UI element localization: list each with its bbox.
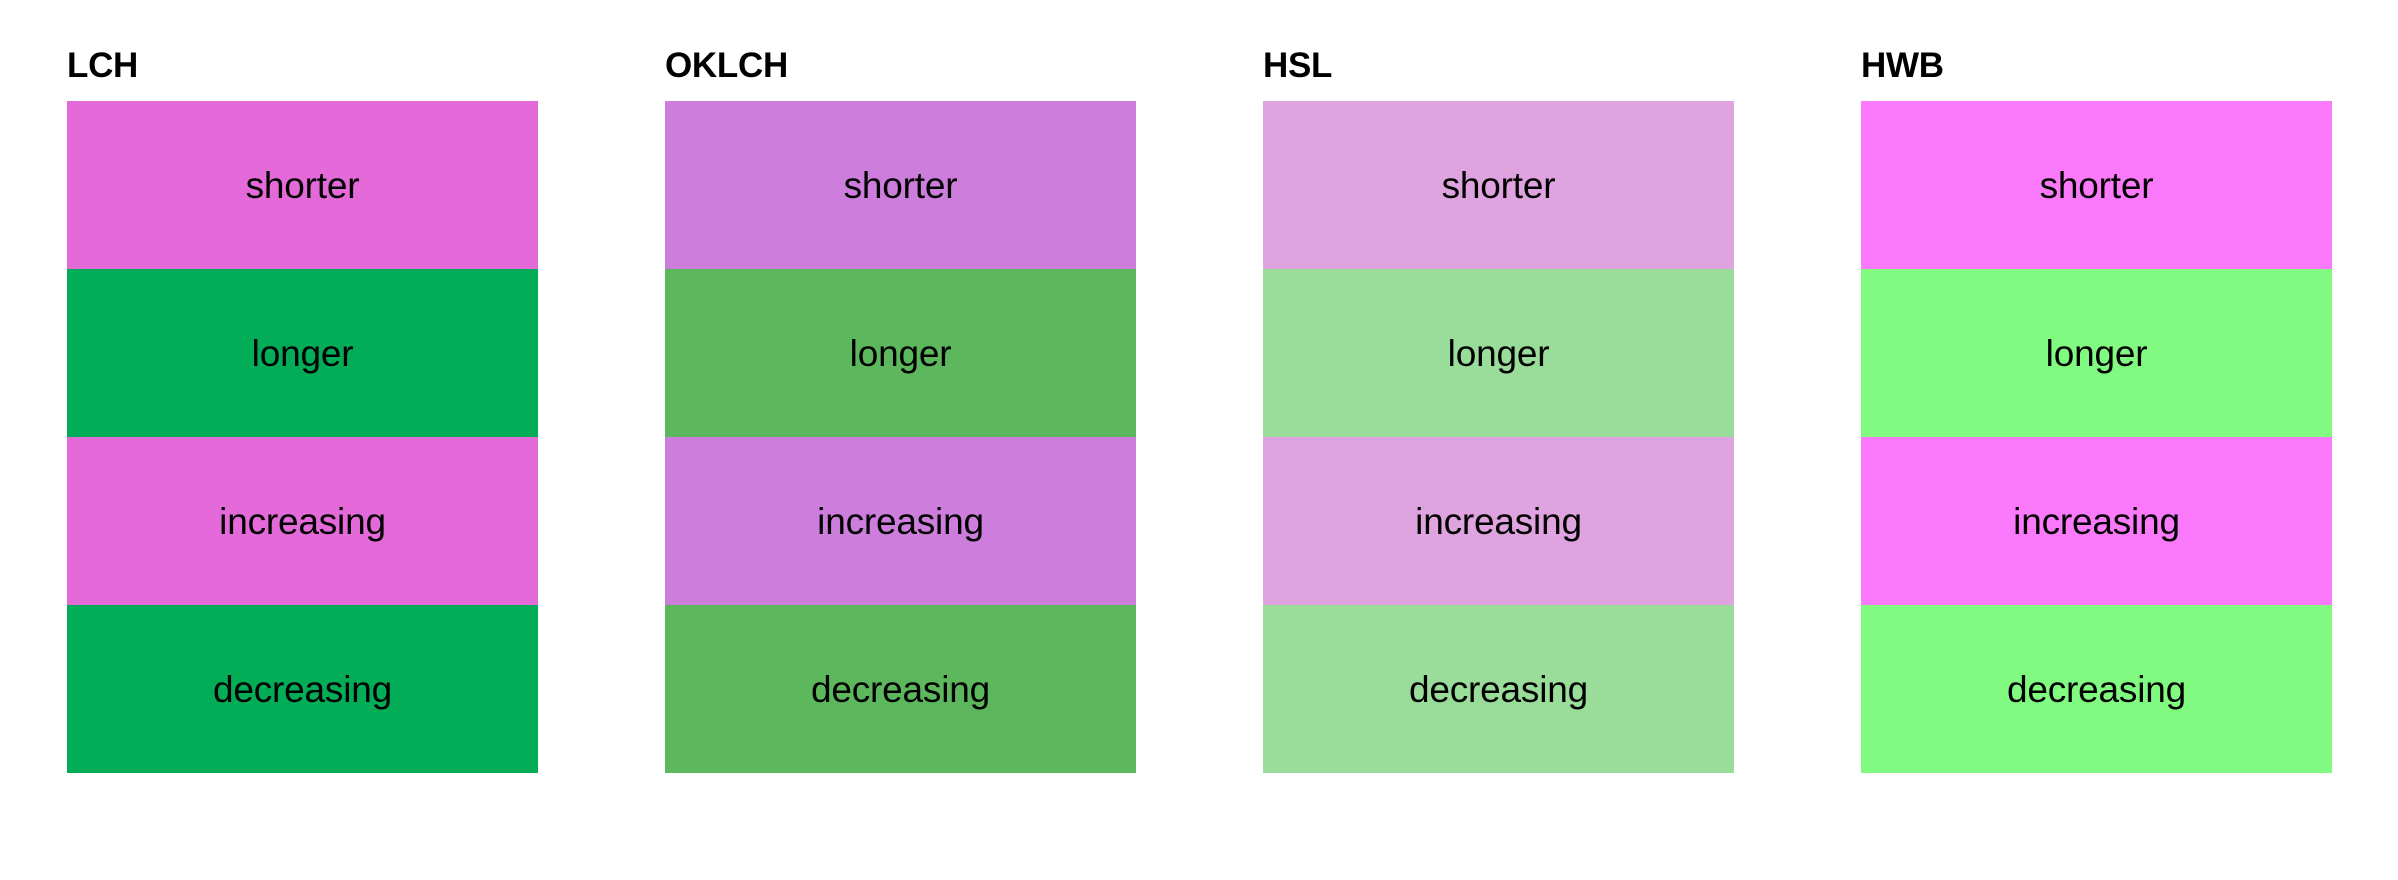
swatch-label: shorter [245, 164, 360, 206]
swatch-hsl-increasing: increasing [1263, 437, 1734, 605]
swatch-label: decreasing [1408, 668, 1588, 710]
column-title-oklch: OKLCH [665, 46, 788, 85]
swatch-oklch-shorter: shorter [665, 101, 1136, 269]
swatch-stack-hwb: shorter longer increasing decreasing [1861, 101, 2332, 773]
swatch-label: increasing [219, 500, 386, 542]
column-title-lch: LCH [67, 46, 139, 85]
swatch-stack-hsl: shorter longer increasing decreasing [1263, 101, 1734, 773]
swatch-label: longer [251, 332, 354, 374]
swatch-label: shorter [843, 164, 958, 206]
swatch-label: longer [1447, 332, 1550, 374]
swatch-hwb-longer: longer [1861, 269, 2332, 437]
color-space-column-hsl: HSL shorter longer increasing decreasing [1263, 48, 1734, 773]
swatch-label: longer [849, 332, 952, 374]
swatch-label: decreasing [212, 668, 392, 710]
swatch-hwb-shorter: shorter [1861, 101, 2332, 269]
swatch-label: decreasing [810, 668, 990, 710]
swatch-oklch-decreasing: decreasing [665, 605, 1136, 773]
swatch-label: increasing [1415, 500, 1582, 542]
color-space-column-lch: LCH shorter longer increasing decreasing [67, 48, 538, 773]
swatch-lch-longer: longer [67, 269, 538, 437]
swatch-oklch-increasing: increasing [665, 437, 1136, 605]
column-title-hsl: HSL [1263, 46, 1333, 85]
swatch-label: decreasing [2006, 668, 2186, 710]
column-group: LCH shorter longer increasing decreasing OKLC… [67, 48, 2332, 773]
swatch-hwb-increasing: increasing [1861, 437, 2332, 605]
swatch-stack-lch: shorter longer increasing decreasing [67, 101, 538, 773]
swatch-label: shorter [2039, 164, 2154, 206]
swatch-hsl-shorter: shorter [1263, 101, 1734, 269]
swatch-lch-decreasing: decreasing [67, 605, 538, 773]
swatch-hwb-decreasing: decreasing [1861, 605, 2332, 773]
color-space-column-oklch: OKLCH shorter longer increasing decreasing [665, 48, 1136, 773]
column-title-hwb: HWB [1861, 46, 1944, 85]
swatch-label: shorter [1441, 164, 1556, 206]
swatch-stack-oklch: shorter longer increasing decreasing [665, 101, 1136, 773]
swatch-label: increasing [2013, 500, 2180, 542]
swatch-label: longer [2045, 332, 2148, 374]
swatch-lch-increasing: increasing [67, 437, 538, 605]
swatch-label: increasing [817, 500, 984, 542]
color-space-column-hwb: HWB shorter longer increasing decreasing [1861, 48, 2332, 773]
swatch-lch-shorter: shorter [67, 101, 538, 269]
swatch-hsl-decreasing: decreasing [1263, 605, 1734, 773]
swatch-oklch-longer: longer [665, 269, 1136, 437]
swatch-hsl-longer: longer [1263, 269, 1734, 437]
